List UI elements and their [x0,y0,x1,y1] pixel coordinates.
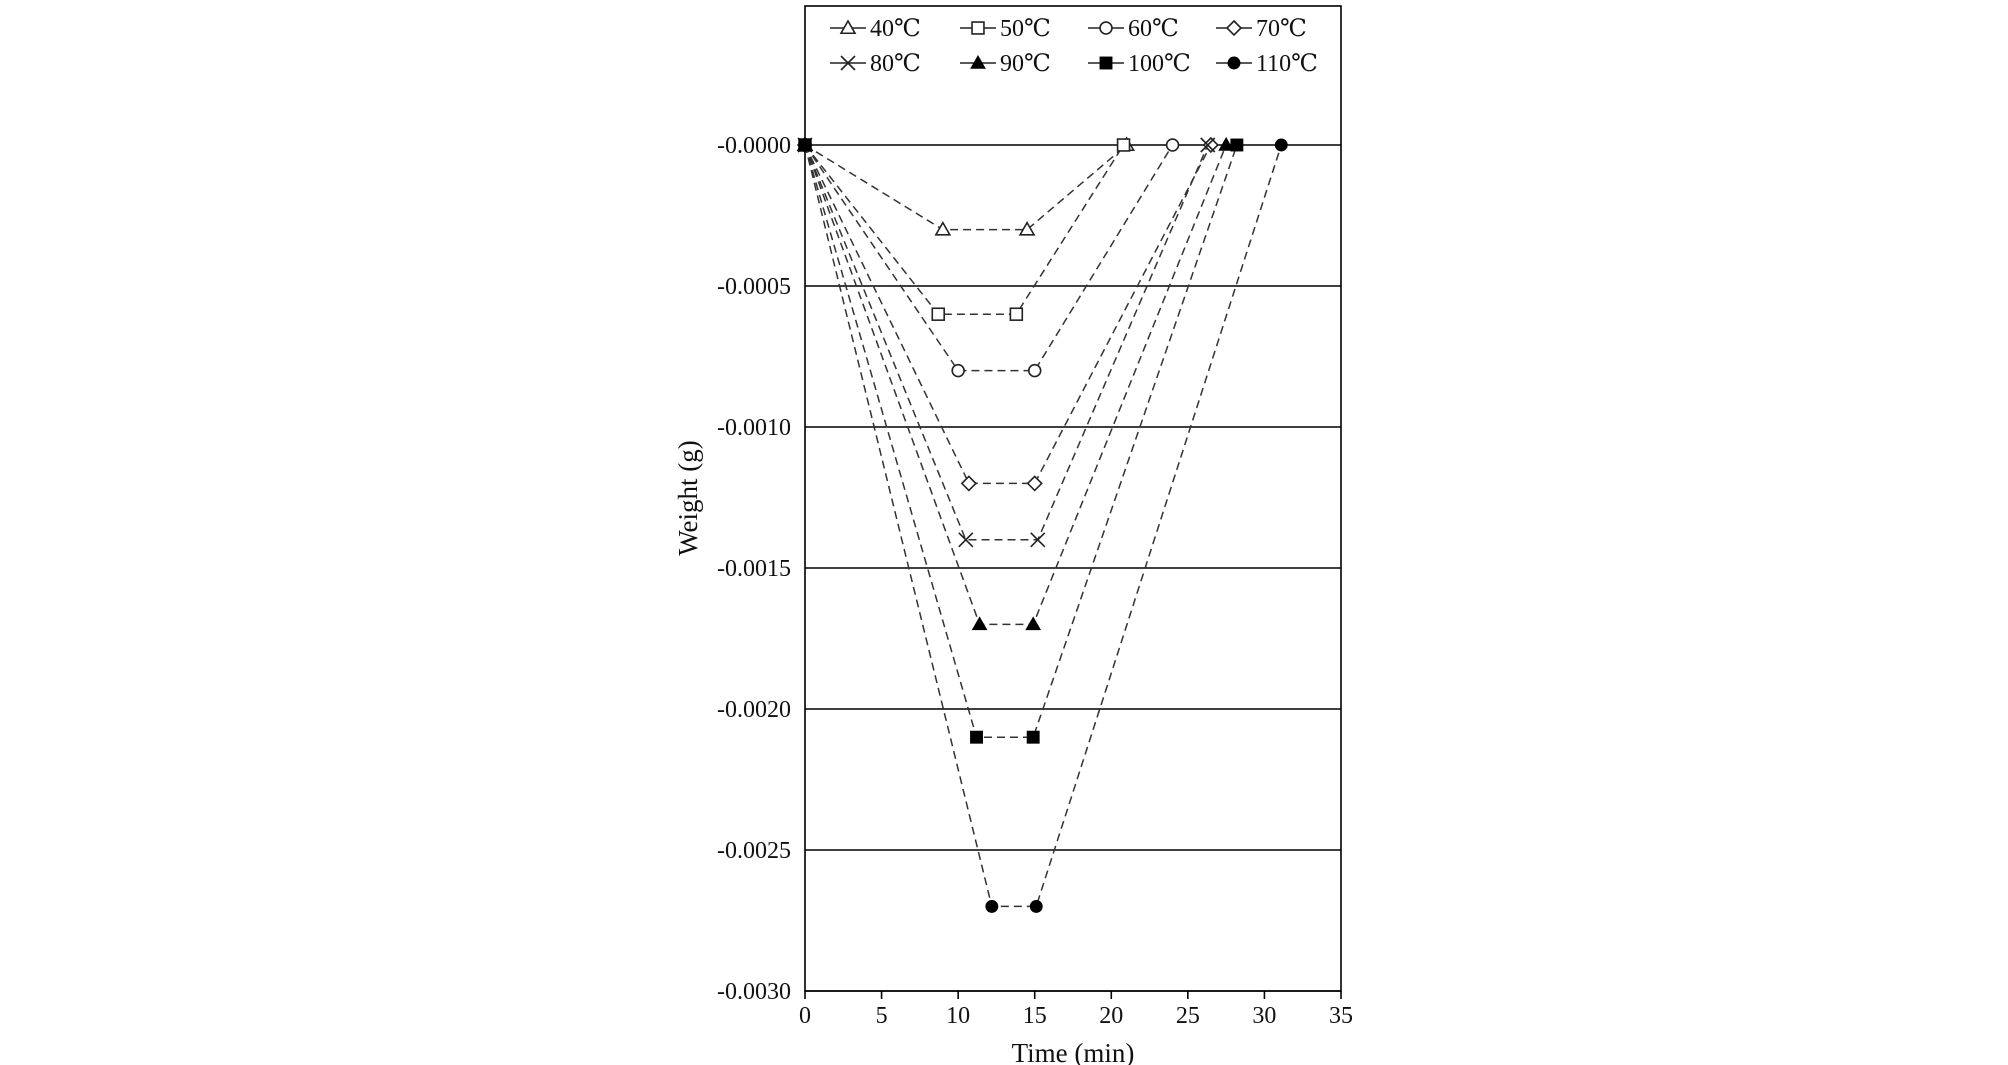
series-0 [796,136,1135,236]
x-tick-label: 25 [1176,1003,1200,1029]
data-point [1018,220,1036,236]
data-point [1274,138,1288,152]
data-point [934,220,952,236]
legend-marker [971,21,985,35]
legend-label: 40℃ [870,16,921,42]
x-tick-label: 5 [876,1003,888,1029]
series-3 [796,136,1219,492]
series-line [804,144,1227,626]
legend-entry: 60℃ [1088,16,1179,42]
y-tick-label: -0.0020 [717,697,791,723]
legend-marker [1099,21,1113,35]
legend-entry: 110℃ [1216,51,1318,77]
y-tick-label: -0.0010 [717,415,791,441]
legend-label: 100℃ [1128,51,1191,77]
series-7 [798,138,1288,913]
legend-label: 60℃ [1128,16,1179,42]
data-point [1116,138,1131,152]
series-line [804,144,1128,231]
legend-entry: 80℃ [830,51,921,77]
legend-label: 50℃ [1000,16,1051,42]
y-axis-title: Weight (g) [673,440,703,556]
gridlines [805,144,1341,992]
data-point [1200,137,1216,153]
data-point [1218,136,1235,151]
legend-entry: 100℃ [1088,51,1191,77]
y-tick-label: -0.0005 [717,274,791,300]
y-tick-label: -0.0000 [717,133,791,159]
x-tick-label: 20 [1099,1003,1123,1029]
legend: 40℃ 50℃ 60℃ 70℃ 80℃ 90℃ 100℃ 110℃ [830,16,1318,77]
data-point [1230,138,1244,152]
legend-marker [1099,56,1113,70]
x-tick-label: 0 [799,1003,811,1029]
x-tick-label: 15 [1023,1003,1047,1029]
axes [804,5,1342,992]
data-point [985,899,999,913]
data-point [1009,307,1024,321]
x-tick-label: 35 [1329,1003,1353,1029]
series-5 [797,136,1235,631]
data-point [971,616,988,631]
plot-frame [804,5,1342,992]
series-2 [798,138,1180,378]
legend-marker [839,19,857,35]
legend-marker [840,55,856,71]
series-line [804,144,1209,541]
legend-label: 110℃ [1256,51,1318,77]
legend-label: 90℃ [1000,51,1051,77]
series-line [804,144,1212,485]
data-point [1027,363,1042,378]
data-point [1025,616,1042,631]
legend-entry: 90℃ [960,51,1051,77]
data-point [1202,136,1219,154]
series-4 [797,137,1216,548]
legend-marker [1227,56,1241,70]
data-point [1026,475,1043,492]
data-point [970,730,983,744]
series-line [804,144,1238,738]
series-line [804,144,1283,908]
legend-label: 80℃ [870,51,921,77]
y-tick-label: -0.0015 [717,556,791,582]
legend-entry: 50℃ [960,16,1051,42]
x-tick-label: 10 [946,1003,970,1029]
legend-marker [970,54,986,69]
series-line [804,144,1174,372]
data-point [1026,730,1040,744]
data-point [1030,532,1046,548]
legend-marker [1225,19,1243,37]
data-point [1029,899,1043,913]
data-point [1165,138,1180,152]
data-point [960,475,977,492]
legend-entry: 70℃ [1216,16,1307,42]
series-group [796,136,1288,913]
legend-entry: 40℃ [830,16,921,42]
data-point [931,307,945,321]
data-point [951,363,965,378]
y-tick-label: -0.0025 [717,838,791,864]
series-line [804,144,1125,315]
tick-labels: -0.0000 -0.0005 -0.0010 -0.0015 -0.0020 -0.00… [717,133,1353,1029]
legend-label: 70℃ [1256,16,1307,42]
y-tick-label: -0.0030 [717,979,791,1005]
x-tick-label: 30 [1252,1003,1276,1029]
data-point [958,532,974,548]
x-axis-title: Time (min) [1012,1038,1135,1065]
